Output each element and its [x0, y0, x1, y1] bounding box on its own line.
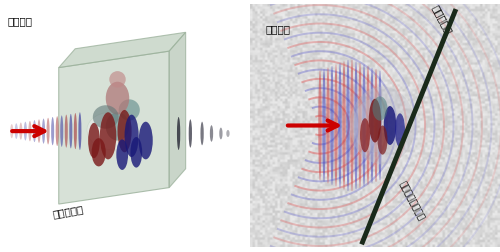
Ellipse shape: [352, 99, 398, 153]
Ellipse shape: [46, 118, 50, 145]
Ellipse shape: [130, 137, 142, 168]
Text: ターゲット: ターゲット: [52, 203, 84, 218]
Ellipse shape: [15, 124, 18, 139]
Ellipse shape: [188, 120, 192, 148]
Ellipse shape: [384, 107, 396, 145]
Ellipse shape: [177, 117, 180, 150]
Ellipse shape: [226, 131, 230, 137]
Ellipse shape: [106, 82, 129, 115]
Ellipse shape: [395, 114, 405, 148]
Ellipse shape: [60, 116, 64, 147]
Ellipse shape: [346, 60, 350, 192]
Ellipse shape: [370, 68, 374, 184]
Ellipse shape: [374, 70, 378, 182]
Ellipse shape: [200, 122, 203, 146]
Ellipse shape: [350, 60, 354, 192]
Ellipse shape: [342, 62, 346, 190]
Ellipse shape: [318, 71, 322, 181]
Ellipse shape: [42, 119, 45, 144]
Ellipse shape: [33, 121, 36, 143]
Ellipse shape: [78, 113, 82, 150]
Ellipse shape: [358, 63, 362, 189]
Ellipse shape: [56, 117, 58, 146]
Ellipse shape: [372, 97, 388, 121]
Ellipse shape: [378, 126, 388, 155]
Ellipse shape: [88, 123, 100, 159]
Ellipse shape: [51, 117, 54, 146]
Text: レーザー: レーザー: [7, 16, 32, 26]
Polygon shape: [169, 33, 186, 188]
Ellipse shape: [110, 72, 126, 88]
Ellipse shape: [366, 67, 370, 185]
Ellipse shape: [118, 100, 140, 121]
Ellipse shape: [330, 67, 334, 185]
Ellipse shape: [322, 70, 326, 182]
Ellipse shape: [354, 62, 358, 190]
Ellipse shape: [360, 119, 370, 153]
Ellipse shape: [350, 87, 415, 165]
Ellipse shape: [106, 113, 129, 141]
Ellipse shape: [28, 121, 32, 142]
Ellipse shape: [334, 65, 338, 187]
Polygon shape: [59, 33, 186, 68]
Ellipse shape: [118, 110, 132, 153]
Ellipse shape: [92, 139, 106, 167]
Text: レーザー: レーザー: [265, 24, 290, 34]
Ellipse shape: [74, 114, 77, 149]
Ellipse shape: [20, 123, 22, 140]
Ellipse shape: [38, 120, 40, 143]
Text: 相対論的透過領域: 相対論的透過領域: [397, 179, 425, 221]
Ellipse shape: [93, 106, 118, 129]
Ellipse shape: [124, 115, 138, 157]
Ellipse shape: [369, 99, 382, 143]
Text: ターゲット: ターゲット: [430, 4, 454, 36]
Ellipse shape: [138, 122, 153, 160]
Polygon shape: [59, 52, 169, 204]
Ellipse shape: [378, 71, 382, 181]
Ellipse shape: [100, 113, 116, 160]
Ellipse shape: [24, 122, 27, 141]
Ellipse shape: [338, 63, 342, 189]
Ellipse shape: [64, 115, 68, 148]
Ellipse shape: [220, 128, 222, 140]
Ellipse shape: [87, 113, 139, 150]
Ellipse shape: [210, 126, 213, 142]
Ellipse shape: [326, 68, 330, 184]
Ellipse shape: [70, 114, 72, 149]
Ellipse shape: [362, 65, 366, 187]
Ellipse shape: [116, 140, 128, 170]
Ellipse shape: [10, 124, 14, 139]
